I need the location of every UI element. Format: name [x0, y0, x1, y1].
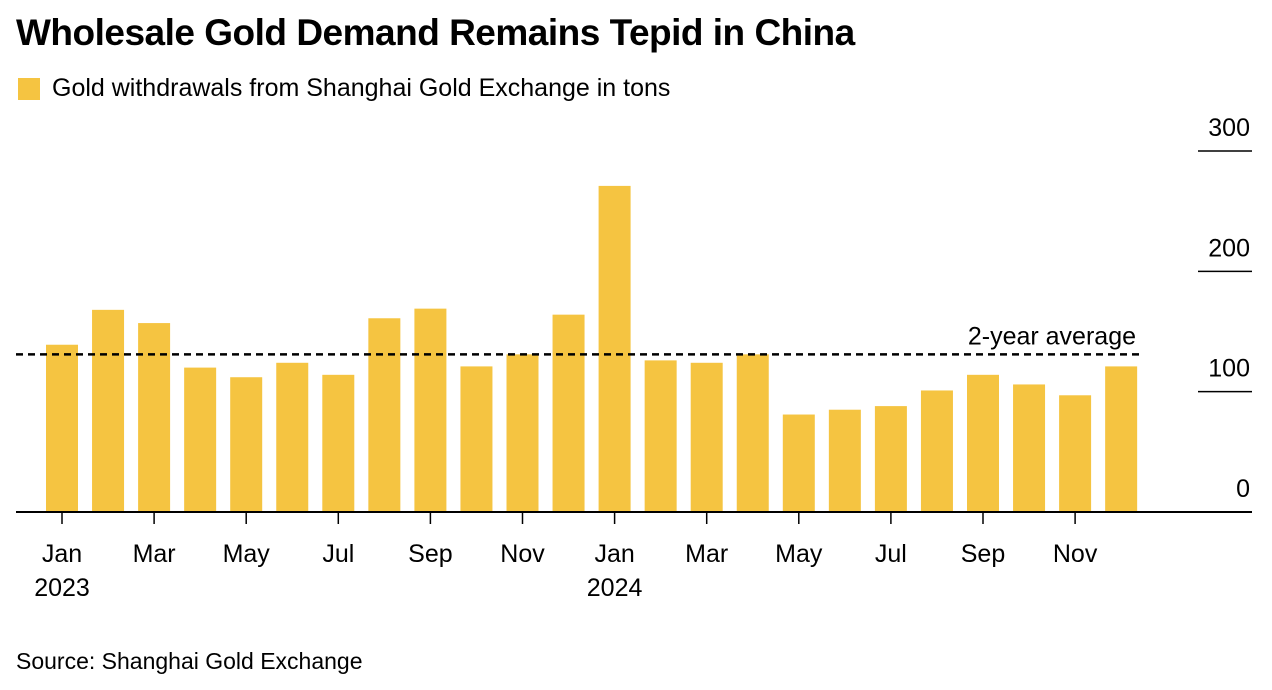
- x-tick-label: Jul: [875, 540, 907, 568]
- y-tick-label: 0: [1236, 475, 1250, 503]
- x-tick-label: Nov: [1053, 540, 1098, 568]
- legend: Gold withdrawals from Shanghai Gold Exch…: [18, 74, 670, 103]
- x-tick-label: Sep: [408, 540, 452, 568]
- bar: [414, 308, 447, 512]
- average-label: 2-year average: [968, 322, 1136, 350]
- bar: [460, 366, 493, 512]
- x-tick-label: Mar: [133, 540, 176, 568]
- bar: [184, 367, 217, 512]
- x-tick-year-label: 2024: [587, 574, 643, 602]
- bar: [138, 323, 171, 512]
- bar: [552, 314, 585, 512]
- bar: [598, 185, 631, 512]
- bar: [1059, 395, 1092, 512]
- legend-swatch: [18, 77, 40, 100]
- bar: [920, 390, 953, 512]
- bar: [1013, 384, 1046, 512]
- chart-title: Wholesale Gold Demand Remains Tepid in C…: [16, 12, 855, 53]
- bar: [92, 309, 125, 512]
- bar: [644, 360, 677, 512]
- bar: [690, 362, 723, 512]
- legend-label: Gold withdrawals from Shanghai Gold Exch…: [52, 74, 671, 102]
- bar: [46, 344, 78, 512]
- bar: [506, 354, 539, 512]
- bar: [230, 377, 263, 512]
- bar: [368, 318, 401, 512]
- x-tick-label: Mar: [685, 540, 728, 568]
- y-tick-label: 300: [1208, 114, 1250, 142]
- y-tick-label: 100: [1208, 355, 1250, 383]
- bar: [967, 374, 999, 512]
- x-tick-label: Nov: [500, 540, 545, 568]
- bar: [1105, 366, 1138, 512]
- bar: [276, 362, 309, 512]
- x-tick-label: Jan: [42, 540, 82, 568]
- x-tick-label: May: [775, 540, 823, 568]
- x-tick-label: Jan: [594, 540, 634, 568]
- x-tick-label: May: [223, 540, 271, 568]
- bar: [874, 406, 907, 512]
- bar: [828, 409, 861, 512]
- bar: [736, 354, 769, 512]
- source-note: Source: Shanghai Gold Exchange: [16, 648, 363, 674]
- x-tick-label: Sep: [961, 540, 1005, 568]
- x-tick-label: Jul: [322, 540, 354, 568]
- bar: [782, 414, 815, 512]
- bar: [322, 374, 355, 512]
- x-tick-year-label: 2023: [34, 574, 90, 602]
- y-tick-label: 200: [1208, 234, 1250, 262]
